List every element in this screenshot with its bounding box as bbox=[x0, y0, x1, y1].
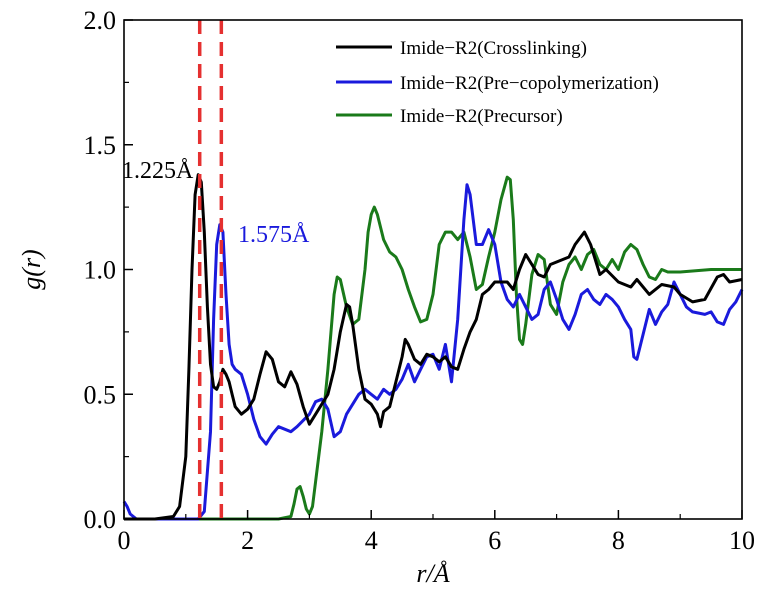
plot-content bbox=[124, 20, 742, 519]
gr-chart: 0 2 4 6 8 10 0.0 0.5 1.0 1.5 2.0 r/Å g(r) 1.225Å 1… bbox=[0, 0, 778, 591]
legend-label-crosslinking: Imide−R2(Crosslinking) bbox=[400, 38, 587, 59]
x-tick-label: 4 bbox=[365, 526, 378, 555]
series-line-2 bbox=[124, 177, 742, 519]
y-tick-label: 2.0 bbox=[84, 6, 117, 35]
y-tick-label: 1.5 bbox=[84, 131, 117, 160]
peak-annotation-pre-copolymerization: 1.575Å bbox=[238, 222, 310, 248]
x-tick-label: 0 bbox=[118, 526, 131, 555]
series-line-0 bbox=[124, 175, 742, 519]
y-tick-label: 0.5 bbox=[84, 380, 117, 409]
series-line-1 bbox=[124, 185, 742, 519]
x-tick-label: 10 bbox=[729, 526, 755, 555]
chart-svg: 0 2 4 6 8 10 0.0 0.5 1.0 1.5 2.0 r/Å g(r) 1.225Å 1… bbox=[0, 0, 778, 591]
x-axis-label: r/Å bbox=[416, 559, 449, 588]
y-tick-label: 1.0 bbox=[84, 256, 117, 285]
legend-label-pre-copolymerization: Imide−R2(Pre−copolymerization) bbox=[400, 73, 659, 94]
x-tick-label: 6 bbox=[488, 526, 501, 555]
legend-label-precursor: Imide−R2(Precursor) bbox=[400, 106, 563, 127]
legend: Imide−R2(Crosslinking) Imide−R2(Pre−copo… bbox=[336, 38, 659, 127]
y-axis-label: g(r) bbox=[17, 249, 46, 289]
x-tick-label: 2 bbox=[241, 526, 254, 555]
peak-annotation-crosslinking: 1.225Å bbox=[122, 158, 194, 184]
y-tick-label: 0.0 bbox=[84, 505, 117, 534]
x-tick-label: 8 bbox=[612, 526, 625, 555]
